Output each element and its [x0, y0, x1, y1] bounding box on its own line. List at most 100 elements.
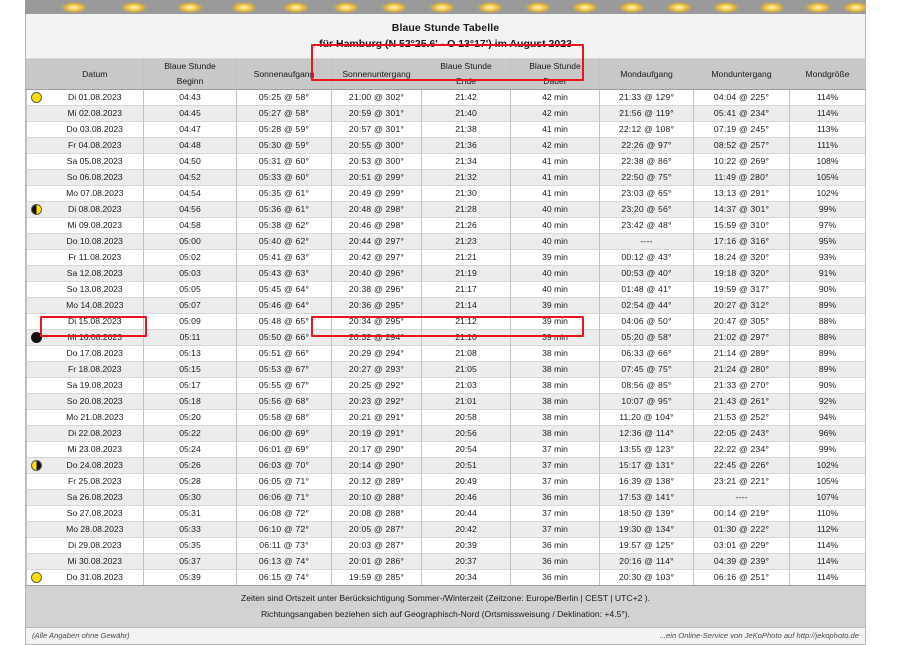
cell-blaue-stunde-beginn: 05:26: [143, 457, 237, 474]
cell-monduntergang: 05:41 @ 234°: [693, 105, 790, 122]
column-header-mondgroesse[interactable]: Mondgröße: [789, 58, 866, 90]
cell-monduntergang: 06:16 @ 251°: [693, 569, 790, 585]
cell-mondaufgang: 17:53 @ 141°: [599, 489, 694, 506]
cell-blaue-stunde-beginn: 05:03: [143, 265, 237, 282]
cell-blaue-stunde-ende: 21:01: [421, 393, 511, 410]
cell-blaue-stunde-beginn: 04:54: [143, 185, 237, 202]
table-row: Do 10.08.2023 05:00 05:40 @ 62° 20:44 @ 297…: [26, 233, 866, 250]
cell-blaue-stunde-beginn: 04:48: [143, 137, 237, 154]
column-header-datum[interactable]: Datum: [46, 58, 144, 90]
cell-blaue-stunde-ende: 21:05: [421, 361, 511, 378]
column-header-blaue-stunde-beginn[interactable]: Blaue Stunde Beginn: [143, 58, 237, 90]
cell-mondaufgang: 22:26 @ 97°: [599, 137, 694, 154]
blue-hour-table: Datum Blaue Stunde Beginn Sonnenaufgang …: [26, 58, 866, 585]
cell-mondgroesse: 89%: [789, 345, 866, 362]
cell-datum: Mo 07.08.2023: [46, 185, 144, 202]
cell-blaue-stunde-beginn: 05:13: [143, 345, 237, 362]
cell-mondaufgang: 01:48 @ 41°: [599, 281, 694, 298]
column-header-sonnenaufgang[interactable]: Sonnenaufgang: [236, 58, 332, 90]
cell-moon-phase: [26, 105, 47, 122]
table-row: Sa 05.08.2023 04:50 05:31 @ 60° 20:53 @ 300…: [26, 153, 866, 170]
cell-monduntergang: 15:59 @ 310°: [693, 217, 790, 234]
cell-moon-phase: [26, 281, 47, 298]
cell-blaue-stunde-dauer: 41 min: [510, 185, 600, 202]
cell-mondaufgang: 23:20 @ 56°: [599, 201, 694, 218]
cell-blaue-stunde-ende: 21:28: [421, 201, 511, 218]
cell-moon-phase: [26, 409, 47, 426]
cell-mondaufgang: 22:38 @ 86°: [599, 153, 694, 170]
cell-blaue-stunde-dauer: 40 min: [510, 233, 600, 250]
page-title: Blaue Stunde Tabelle: [391, 22, 500, 34]
footer-service-link[interactable]: ...ein Online-Service von JeKoPhoto auf …: [659, 631, 859, 640]
cell-blaue-stunde-dauer: 40 min: [510, 265, 600, 282]
cell-blaue-stunde-beginn: 05:18: [143, 393, 237, 410]
column-header-blaue-stunde-dauer[interactable]: Blaue Stunde Dauer: [510, 58, 600, 90]
cell-mondgroesse: 97%: [789, 217, 866, 234]
footer-bar: (Alle Angaben ohne Gewähr) ...ein Online…: [26, 627, 865, 644]
cell-sonnenuntergang: 20:27 @ 293°: [331, 361, 422, 378]
column-header-monduntergang[interactable]: Monduntergang: [693, 58, 790, 90]
cell-datum: Fr 11.08.2023: [46, 249, 144, 266]
cell-mondgroesse: 90%: [789, 377, 866, 394]
cell-blaue-stunde-dauer: 38 min: [510, 361, 600, 378]
table-header-row: Datum Blaue Stunde Beginn Sonnenaufgang …: [26, 58, 866, 90]
cell-sonnenuntergang: 20:19 @ 291°: [331, 425, 422, 442]
cell-blaue-stunde-beginn: 05:17: [143, 377, 237, 394]
cell-moon-phase: [26, 137, 47, 154]
cell-moon-phase: [26, 473, 47, 490]
cell-monduntergang: 23:21 @ 221°: [693, 473, 790, 490]
cell-mondaufgang: 04:06 @ 50°: [599, 313, 694, 330]
cell-blaue-stunde-ende: 21:03: [421, 377, 511, 394]
column-header-sonnenuntergang[interactable]: Sonnenuntergang: [331, 58, 422, 90]
cell-blaue-stunde-dauer: 38 min: [510, 393, 600, 410]
table-row: Mi 02.08.2023 04:45 05:27 @ 58° 20:59 @ 301…: [26, 105, 866, 122]
cell-moon-phase: [26, 249, 47, 266]
cell-sonnenuntergang: 20:57 @ 301°: [331, 121, 422, 138]
column-header-blaue-stunde-ende[interactable]: Blaue Stunde Ende: [421, 58, 511, 90]
cell-blaue-stunde-ende: 21:14: [421, 297, 511, 314]
cell-sonnenaufgang: 05:48 @ 65°: [236, 313, 332, 330]
cell-blaue-stunde-beginn: 04:43: [143, 89, 237, 106]
cell-sonnenaufgang: 05:43 @ 63°: [236, 265, 332, 282]
cell-monduntergang: 20:27 @ 312°: [693, 297, 790, 314]
cell-mondaufgang: 12:36 @ 114°: [599, 425, 694, 442]
cell-mondgroesse: 110%: [789, 505, 866, 522]
cell-blaue-stunde-beginn: 04:50: [143, 153, 237, 170]
cell-mondgroesse: 91%: [789, 265, 866, 282]
cell-datum: Mo 21.08.2023: [46, 409, 144, 426]
moon-last-quarter-icon: [31, 203, 43, 215]
cell-mondaufgang: 18:50 @ 139°: [599, 505, 694, 522]
table-row: Do 31.08.2023 05:39 06:15 @ 74° 19:59 @ 285…: [26, 569, 866, 585]
cell-moon-phase: [26, 505, 47, 522]
cell-blaue-stunde-ende: 21:19: [421, 265, 511, 282]
cell-blaue-stunde-dauer: 40 min: [510, 281, 600, 298]
cell-blaue-stunde-beginn: 05:31: [143, 505, 237, 522]
cell-mondgroesse: 114%: [789, 553, 866, 570]
cell-datum: Di 22.08.2023: [46, 425, 144, 442]
cell-monduntergang: 00:14 @ 219°: [693, 505, 790, 522]
cell-sonnenaufgang: 05:40 @ 62°: [236, 233, 332, 250]
cell-blaue-stunde-beginn: 05:15: [143, 361, 237, 378]
cell-blaue-stunde-beginn: 04:58: [143, 217, 237, 234]
table-row: Mo 21.08.2023 05:20 05:58 @ 68° 20:21 @ 291…: [26, 409, 866, 426]
cell-datum: So 06.08.2023: [46, 169, 144, 186]
cell-blaue-stunde-dauer: 37 min: [510, 473, 600, 490]
cell-mondgroesse: 88%: [789, 329, 866, 346]
cell-datum: Mi 02.08.2023: [46, 105, 144, 122]
cell-blaue-stunde-dauer: 40 min: [510, 201, 600, 218]
cell-sonnenuntergang: 20:23 @ 292°: [331, 393, 422, 410]
cell-monduntergang: 14:37 @ 301°: [693, 201, 790, 218]
column-header-mondaufgang[interactable]: Mondaufgang: [599, 58, 694, 90]
cell-sonnenaufgang: 06:03 @ 70°: [236, 457, 332, 474]
cell-mondgroesse: 102%: [789, 457, 866, 474]
cell-blaue-stunde-ende: 20:37: [421, 553, 511, 570]
cell-mondaufgang: 23:03 @ 65°: [599, 185, 694, 202]
cell-sonnenaufgang: 05:38 @ 62°: [236, 217, 332, 234]
cell-moon-phase: [26, 233, 47, 250]
cell-blaue-stunde-dauer: 41 min: [510, 169, 600, 186]
cell-sonnenaufgang: 05:31 @ 60°: [236, 153, 332, 170]
cell-moon-phase: [26, 345, 47, 362]
table-row: Do 03.08.2023 04:47 05:28 @ 59° 20:57 @ 301…: [26, 121, 866, 138]
cell-mondgroesse: 94%: [789, 409, 866, 426]
cell-blaue-stunde-ende: 21:17: [421, 281, 511, 298]
